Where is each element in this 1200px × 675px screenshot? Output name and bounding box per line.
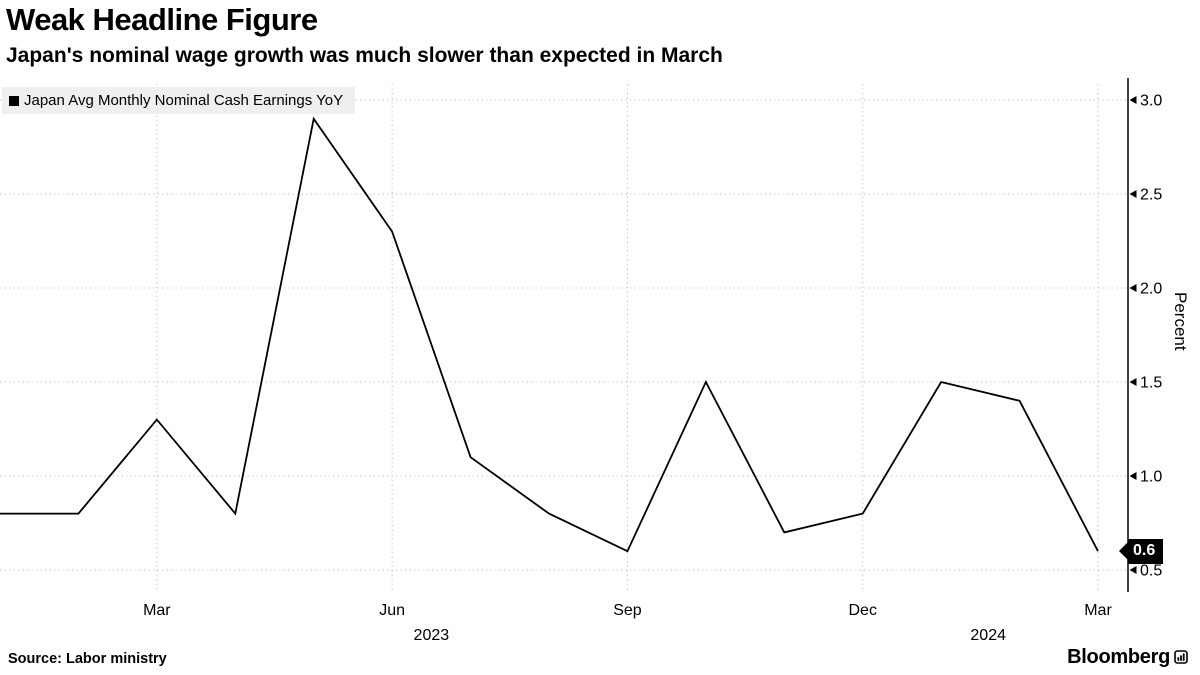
y-tick-arrow-icon: [1129, 472, 1137, 480]
y-tick-label: 1.5: [1140, 375, 1162, 392]
y-tick-arrow-icon: [1129, 284, 1137, 292]
page-subtitle: Japan's nominal wage growth was much slo…: [6, 44, 723, 67]
y-tick-label: 2.5: [1140, 187, 1162, 204]
legend-series-marker-icon: [9, 95, 19, 106]
y-tick-arrow-icon: [1129, 96, 1137, 104]
year-label: 2024: [970, 627, 1006, 644]
year-label: 2023: [414, 627, 450, 644]
badge-pointer-icon: [1119, 542, 1128, 561]
x-tick-label: Dec: [848, 602, 876, 619]
y-axis-title: Percent: [1171, 292, 1190, 351]
y-tick-label: 3.0: [1140, 93, 1162, 110]
x-tick-label: Jun: [379, 602, 405, 619]
last-value-badge: 0.6: [1119, 539, 1164, 564]
series-line: [0, 116, 1099, 553]
y-tick-label: 1.0: [1140, 469, 1162, 486]
source-caption: Source: Labor ministry: [8, 651, 167, 667]
y-tick-arrow-icon: [1129, 190, 1137, 198]
bloomberg-chart-icon: [1174, 650, 1188, 669]
x-tick-label: Mar: [1084, 602, 1112, 619]
legend: Japan Avg Monthly Nominal Cash Earnings …: [2, 87, 356, 114]
x-tick-label: Sep: [613, 602, 642, 619]
y-tick-label: 2.0: [1140, 281, 1162, 298]
y-tick-label: 0.5: [1140, 563, 1162, 580]
legend-series-label: Japan Avg Monthly Nominal Cash Earnings …: [24, 92, 344, 109]
y-tick-arrow-icon: [1129, 378, 1137, 386]
bloomberg-logo: Bloomberg: [1067, 646, 1188, 669]
y-tick-arrow-icon: [1129, 566, 1137, 574]
x-tick-label: Mar: [143, 602, 171, 619]
page-title: Weak Headline Figure: [6, 2, 318, 37]
last-value-label: 0.6: [1128, 539, 1164, 564]
bloomberg-wordmark: Bloomberg: [1067, 646, 1170, 668]
